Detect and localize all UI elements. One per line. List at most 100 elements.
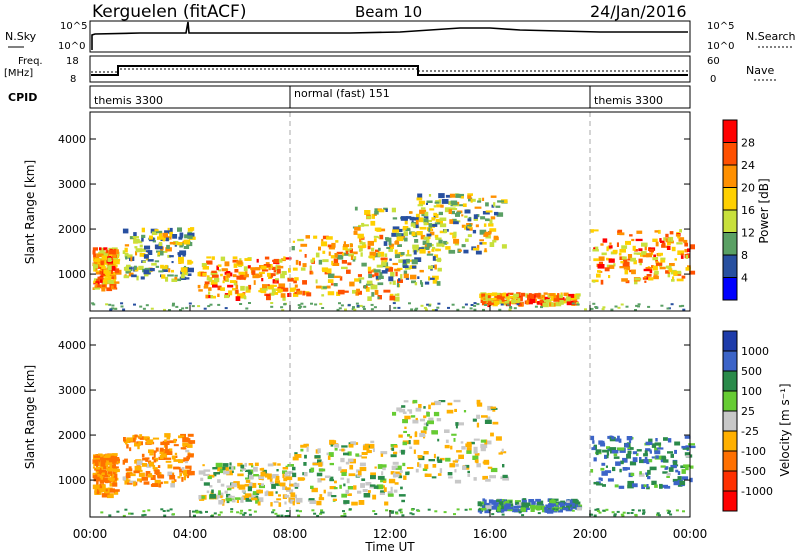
velocity-echo-cell xyxy=(200,477,204,481)
power-ground-scatter-cell xyxy=(670,303,674,306)
power-echo-cell xyxy=(592,249,599,252)
power-echo-cell xyxy=(411,259,418,265)
power-echo-cell xyxy=(680,254,684,259)
velocity-echo-cell xyxy=(547,509,554,514)
power-echo-cell xyxy=(482,197,485,201)
velocity-echo-cell xyxy=(449,463,456,468)
velocity-echo-cell xyxy=(98,470,102,474)
power-echo-cell xyxy=(467,193,473,196)
velocity-echo-cell xyxy=(675,469,679,473)
power-echo-cell xyxy=(364,210,371,215)
power-echo-cell xyxy=(383,289,391,293)
velocity-echo-cell xyxy=(203,469,211,472)
power-ground-scatter-cell xyxy=(362,305,366,308)
velocity-echo-cell xyxy=(380,490,386,493)
velocity-echo-cell xyxy=(347,486,354,490)
velocity-echo-cell xyxy=(350,441,356,446)
power-echo-cell xyxy=(260,273,263,278)
velocity-echo-cell xyxy=(373,485,379,489)
power-echo-cell xyxy=(626,266,631,271)
velocity-echo-cell xyxy=(649,449,652,452)
velocity-ground-scatter-cell xyxy=(552,508,556,511)
velocity-echo-cell xyxy=(108,471,113,475)
power-echo-cell xyxy=(167,274,174,277)
velocity-echo-cell xyxy=(379,491,385,495)
power-echo-cell xyxy=(206,256,212,259)
power-echo-cell xyxy=(109,249,116,255)
velocity-echo-cell xyxy=(528,499,535,503)
power-echo-cell xyxy=(378,253,381,257)
power-echo-cell xyxy=(526,300,529,305)
power-echo-cell xyxy=(441,199,449,204)
power-echo-cell xyxy=(558,299,564,305)
power-ground-scatter-cell xyxy=(420,304,424,307)
power-echo-cell xyxy=(152,240,156,243)
power-echo-cell xyxy=(499,296,505,299)
power-echo-cell xyxy=(392,217,398,220)
power-echo-cell xyxy=(593,247,596,251)
velocity-echo-cell xyxy=(173,438,177,444)
velocity-echo-cell xyxy=(486,440,492,445)
power-echo-cell xyxy=(283,256,286,260)
velocity-echo-cell xyxy=(257,501,261,506)
power-ground-scatter-cell xyxy=(540,306,543,309)
velocity-echo-cell xyxy=(95,465,99,468)
velocity-echo-cell xyxy=(632,451,638,455)
velocity-ground-scatter-cell xyxy=(276,515,280,518)
velocity-echo-cell xyxy=(405,471,410,476)
power-echo-cell xyxy=(261,278,264,282)
velocity-echo-cell xyxy=(300,448,304,452)
velocity-echo-cell xyxy=(606,446,611,449)
velocity-y-tick-label: 3000 xyxy=(58,384,86,397)
velocity-echo-cell xyxy=(390,486,393,492)
power-echo-cell xyxy=(297,238,304,242)
power-ground-scatter-cell xyxy=(245,307,249,310)
power-echo-cell xyxy=(374,272,379,277)
power-ground-scatter-cell xyxy=(209,303,213,306)
velocity-colorbar-swatch xyxy=(723,331,737,352)
power-echo-cell xyxy=(475,224,479,228)
velocity-echo-cell xyxy=(251,482,257,488)
velocity-echo-cell xyxy=(437,473,442,476)
power-echo-cell xyxy=(598,256,605,261)
velocity-ground-scatter-cell xyxy=(675,509,679,512)
power-echo-cell xyxy=(221,268,228,272)
power-echo-cell xyxy=(113,285,117,289)
power-echo-cell xyxy=(92,247,98,251)
velocity-echo-cell xyxy=(293,483,300,487)
power-echo-cell xyxy=(631,238,635,242)
velocity-echo-cell xyxy=(666,475,670,478)
power-echo-cell xyxy=(331,242,336,248)
power-echo-cell xyxy=(335,240,339,243)
power-echo-cell xyxy=(341,266,348,270)
power-echo-cell xyxy=(169,255,174,258)
power-echo-cell xyxy=(394,254,400,259)
velocity-echo-cell xyxy=(401,499,405,503)
power-echo-cell xyxy=(278,283,286,289)
power-echo-cell xyxy=(620,260,624,264)
cpid-panel-frame xyxy=(89,85,691,109)
power-colorbar-swatch xyxy=(723,232,737,256)
power-echo-cell xyxy=(457,193,464,198)
velocity-colorbar-swatch xyxy=(723,491,737,512)
velocity-echo-cell xyxy=(284,494,290,498)
power-echo-cell xyxy=(433,205,437,208)
velocity-echo-cell xyxy=(555,501,563,504)
velocity-echo-cell xyxy=(445,439,449,444)
power-echo-cell xyxy=(507,292,514,295)
velocity-echo-cell xyxy=(436,418,442,422)
power-echo-cell xyxy=(356,288,360,293)
power-colorbar-swatch xyxy=(723,277,737,301)
velocity-echo-cell xyxy=(562,507,569,511)
velocity-echo-cell xyxy=(470,441,475,445)
velocity-echo-cell xyxy=(400,486,403,490)
power-ground-scatter-cell xyxy=(484,304,488,306)
power-echo-cell xyxy=(218,269,222,272)
power-echo-cell xyxy=(483,233,489,237)
velocity-echo-cell xyxy=(617,435,620,439)
velocity-echo-cell xyxy=(127,482,133,485)
power-echo-cell xyxy=(407,249,410,255)
velocity-echo-cell xyxy=(231,465,234,470)
power-echo-cell xyxy=(435,248,441,252)
power-echo-cell xyxy=(563,292,569,297)
